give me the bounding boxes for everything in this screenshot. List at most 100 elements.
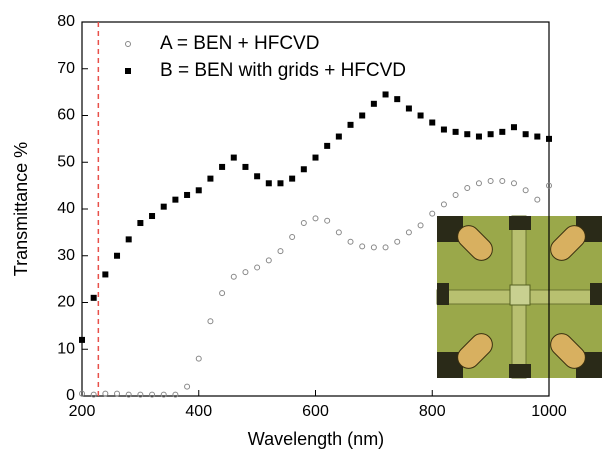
data-point xyxy=(394,238,401,245)
data-point xyxy=(394,96,401,103)
data-point xyxy=(230,273,237,280)
data-point xyxy=(230,154,237,161)
legend-label: B = BEN with grids + HFCVD xyxy=(160,60,406,81)
data-point xyxy=(184,191,191,198)
data-point xyxy=(289,234,296,241)
data-point xyxy=(522,131,529,138)
data-point xyxy=(207,175,214,182)
data-point xyxy=(254,173,261,180)
data-point xyxy=(487,177,494,184)
data-point xyxy=(417,112,424,119)
data-point xyxy=(160,391,167,398)
data-point xyxy=(359,243,366,250)
inset-photo xyxy=(436,215,602,379)
y-axis-label: Transmittance % xyxy=(11,142,31,276)
data-point xyxy=(452,191,459,198)
y-tick-label: 30 xyxy=(57,247,75,264)
x-tick-label: 600 xyxy=(302,403,329,420)
data-point xyxy=(324,217,331,224)
data-point xyxy=(254,264,261,271)
legend-label: A = BEN + HFCVD xyxy=(160,33,319,54)
data-point xyxy=(195,355,202,362)
data-point xyxy=(114,390,121,397)
data-point xyxy=(487,131,494,138)
data-point xyxy=(546,135,552,142)
data-point xyxy=(405,229,412,236)
data-point xyxy=(195,187,202,194)
data-point xyxy=(172,196,179,203)
data-point xyxy=(125,236,132,243)
legend-marker xyxy=(125,68,131,74)
y-tick-label: 60 xyxy=(57,107,75,124)
data-point xyxy=(499,128,506,135)
data-point xyxy=(300,220,307,227)
data-point xyxy=(277,180,284,187)
data-point xyxy=(137,391,144,398)
data-point xyxy=(475,133,482,140)
legend-marker xyxy=(125,41,131,47)
data-point xyxy=(475,180,482,187)
data-point xyxy=(207,318,214,325)
x-axis-label: Wavelength (nm) xyxy=(248,429,384,449)
data-point xyxy=(219,163,226,170)
data-point xyxy=(335,229,342,236)
data-point xyxy=(429,210,436,217)
y-tick-label: 80 xyxy=(57,13,75,30)
data-point xyxy=(300,166,307,173)
data-point xyxy=(347,121,354,128)
data-point xyxy=(429,119,436,126)
data-point xyxy=(242,269,249,276)
data-point xyxy=(125,391,132,398)
y-tick-label: 20 xyxy=(57,294,75,311)
data-point xyxy=(102,390,109,397)
data-point xyxy=(102,271,109,278)
data-point xyxy=(79,336,85,343)
data-point xyxy=(90,391,97,398)
y-tick-label: 70 xyxy=(57,60,75,77)
data-point xyxy=(90,294,97,301)
data-point xyxy=(464,184,471,191)
data-point xyxy=(242,163,249,170)
y-tick-label: 0 xyxy=(66,387,75,404)
data-point xyxy=(137,220,144,227)
data-point xyxy=(324,142,331,149)
data-point xyxy=(265,180,272,187)
data-point xyxy=(510,180,517,187)
y-tick-label: 50 xyxy=(57,153,75,170)
data-point xyxy=(440,126,447,133)
data-point xyxy=(79,390,85,397)
data-point xyxy=(464,131,471,138)
data-point xyxy=(382,91,389,98)
data-point xyxy=(499,177,506,184)
data-point xyxy=(347,238,354,245)
x-tick-label: 200 xyxy=(69,403,96,420)
y-tick-label: 40 xyxy=(57,200,75,217)
data-point xyxy=(312,154,319,161)
data-point xyxy=(452,128,459,135)
data-point xyxy=(160,203,167,210)
data-point xyxy=(440,201,447,208)
data-point xyxy=(382,244,389,251)
data-point xyxy=(312,215,319,222)
data-point xyxy=(370,244,377,251)
y-tick-label: 10 xyxy=(57,340,75,357)
data-point xyxy=(510,124,517,131)
data-point xyxy=(534,133,541,140)
data-point xyxy=(335,133,342,140)
data-point xyxy=(149,391,156,398)
data-point xyxy=(277,248,284,255)
data-point xyxy=(114,252,121,259)
x-tick-label: 800 xyxy=(419,403,446,420)
data-point xyxy=(172,391,179,398)
x-tick-label: 1000 xyxy=(531,403,567,420)
x-tick-label: 400 xyxy=(185,403,212,420)
data-point xyxy=(405,105,412,112)
data-point xyxy=(534,196,541,203)
data-point xyxy=(149,213,156,220)
data-point xyxy=(522,187,529,194)
data-point xyxy=(546,182,552,189)
data-point xyxy=(370,100,377,107)
data-point xyxy=(184,383,191,390)
data-point xyxy=(219,290,226,297)
